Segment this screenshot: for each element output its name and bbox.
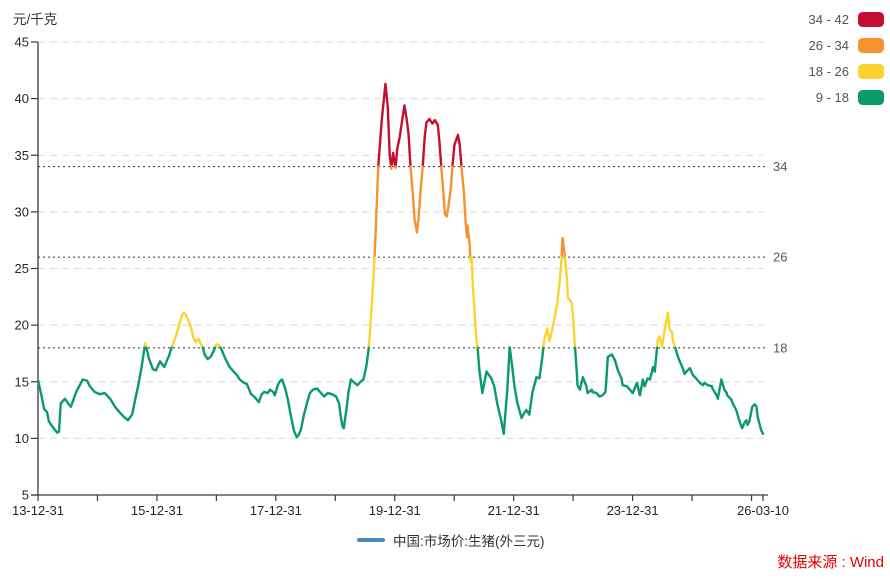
y-tick-label-35: 35 [15,148,29,163]
x-tick-label-19-12-31: 19-12-31 [369,503,421,518]
legend-range-label: 18 - 26 [808,64,849,79]
legend-row-34-42: 34 - 42 [809,12,884,27]
x-tick-label-17-12-31: 17-12-31 [250,503,302,518]
y-tick-label-15: 15 [15,374,29,389]
y-axis-unit-label: 元/千克 [13,12,58,27]
legend-range-label: 9 - 18 [815,90,849,105]
data-source-label: 数据来源 : Wind [777,554,884,571]
threshold-label-34: 34 [773,159,787,174]
price-line-band-18-26 [143,255,677,349]
series-legend-label: 中国:市场价:生猪(外三元) [393,534,545,549]
threshold-label-18: 18 [773,340,787,355]
series-line-marker-icon [357,537,385,543]
legend-row-9-18: 9 - 18 [809,90,884,105]
legend-row-26-34: 26 - 34 [809,38,884,53]
x-tick-label-23-12-31: 23-12-31 [607,503,659,518]
y-tick-label-25: 25 [15,261,29,276]
y-tick-label-5: 5 [22,488,29,503]
legend-color-swatch-icon [858,64,884,79]
y-tick-label-40: 40 [15,91,29,106]
price-bands-legend: 34 - 42 26 - 34 18 - 26 9 - 18 [809,12,884,105]
x-tick-label-21-12-31: 21-12-31 [488,503,540,518]
legend-color-swatch-icon [858,12,884,27]
y-tick-label-45: 45 [15,35,29,50]
y-tick-label-10: 10 [15,431,29,446]
price-line-band-9-18 [36,346,765,439]
legend-range-label: 26 - 34 [808,38,849,53]
price-line-band-26-34 [373,165,567,259]
x-tick-label-15-12-31: 15-12-31 [131,503,183,518]
legend-color-swatch-icon [858,38,884,53]
legend-row-18-26: 18 - 26 [809,64,884,79]
x-tick-label-13-12-31: 13-12-31 [12,503,64,518]
legend-color-swatch-icon [858,90,884,105]
series-legend: 中国:市场价:生猪(外三元) [357,530,545,550]
threshold-label-26: 26 [773,250,787,265]
x-tick-label-26-03-10: 26-03-10 [737,503,789,518]
y-tick-label-20: 20 [15,318,29,333]
price-line-band-34-42 [377,82,463,168]
y-tick-label-30: 30 [15,204,29,219]
legend-range-label: 34 - 42 [808,12,849,27]
